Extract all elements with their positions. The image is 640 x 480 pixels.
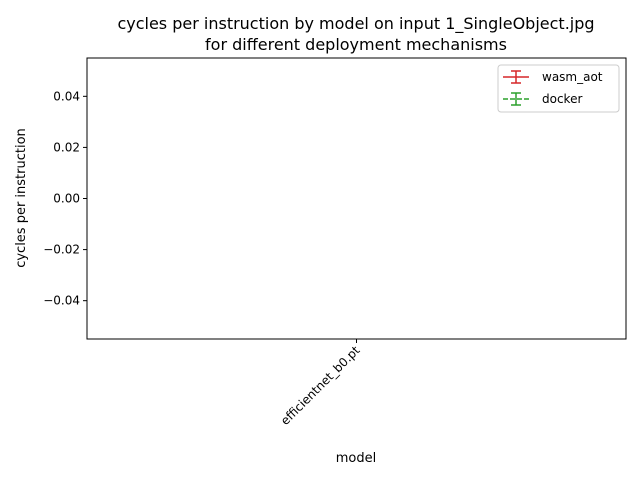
legend-label: docker <box>542 92 582 106</box>
y-tick-label: 0.02 <box>53 140 80 154</box>
y-tick-label: −0.02 <box>43 243 80 257</box>
chart-title-line-1: cycles per instruction by model on input… <box>117 14 594 34</box>
legend-entry-docker: docker <box>503 92 582 106</box>
chart-title-line-2: for different deployment mechanisms <box>205 35 507 54</box>
legend-entry-wasm_aot: wasm_aot <box>503 70 603 84</box>
y-axis-label: cycles per instruction <box>14 128 29 268</box>
y-tick-label: −0.04 <box>43 294 80 308</box>
x-axis-label: model <box>336 451 376 466</box>
y-tick-label: 0.04 <box>53 89 80 103</box>
y-axis-ticks: −0.04 −0.02 0.00 0.02 0.04 <box>43 89 87 308</box>
plot-area-frame <box>86 57 627 340</box>
y-tick-label: 0.00 <box>53 192 80 206</box>
legend-label: wasm_aot <box>542 70 603 84</box>
